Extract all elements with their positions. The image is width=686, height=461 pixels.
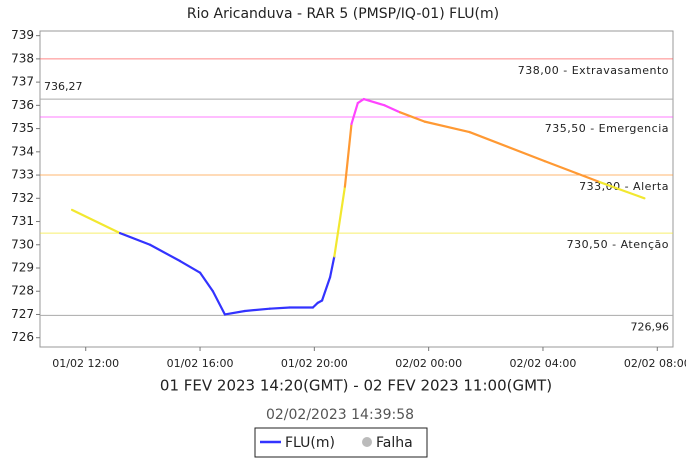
y-tick-label: 727 <box>11 307 34 321</box>
line-segment <box>178 259 202 274</box>
reference-label: 738,00 - Extravasamento <box>518 64 669 77</box>
line-segment <box>598 180 646 200</box>
legend-failure-label: Falha <box>376 435 413 451</box>
legend-failure-dot <box>362 437 372 447</box>
x-tick-label: 01/02 12:00 <box>52 357 119 370</box>
line-segment <box>398 111 426 123</box>
line-segment <box>328 255 336 279</box>
line-segment <box>70 208 122 235</box>
y-tick-label: 737 <box>11 75 34 89</box>
y-tick-label: 731 <box>11 214 34 228</box>
timestamp: 02/02/2023 14:39:58 <box>266 407 414 423</box>
line-segment <box>543 160 601 184</box>
reference-label: 730,50 - Atenção <box>567 238 669 251</box>
line-segment <box>311 301 319 309</box>
plot-area <box>39 30 674 348</box>
y-tick-label: 738 <box>11 51 34 65</box>
line-segment <box>356 97 365 105</box>
line-segment <box>423 120 471 134</box>
line-segment <box>211 290 226 316</box>
line-segment <box>320 276 332 302</box>
line-segment <box>268 306 291 310</box>
y-tick-label: 732 <box>11 191 34 205</box>
y-tick-label: 726 <box>11 330 34 344</box>
line-segment <box>118 232 152 246</box>
x-axis-label: 01 FEV 2023 14:20(GMT) - 02 FEV 2023 11:… <box>160 377 552 395</box>
y-tick-label: 736 <box>11 98 34 112</box>
legend-label: FLU(m) <box>285 435 335 451</box>
line-segment <box>362 97 386 107</box>
line-segment <box>148 243 182 263</box>
line-segment <box>223 309 247 316</box>
reference-label: 735,50 - Emergencia <box>545 122 669 135</box>
line-segment <box>383 104 402 114</box>
y-tick-label: 734 <box>11 144 34 158</box>
x-tick-label: 02/02 00:00 <box>395 357 462 370</box>
line-segment <box>198 271 214 293</box>
x-tick-label: 02/02 04:00 <box>510 357 577 370</box>
marker-label: 736,27 <box>44 80 83 93</box>
legend-box <box>254 427 428 458</box>
y-tick-label: 739 <box>11 28 34 42</box>
line-segment <box>350 101 359 126</box>
line-segment <box>468 130 546 163</box>
line-segment <box>243 307 271 313</box>
y-tick-label: 728 <box>11 284 34 298</box>
x-tick-label: 01/02 16:00 <box>167 357 234 370</box>
line-segment <box>343 122 353 188</box>
x-tick-label: 02/02 08:00 <box>624 357 686 370</box>
marker-label: 726,96 <box>631 320 670 333</box>
chart-title: Rio Aricanduva - RAR 5 (PMSP/IQ-01) FLU(… <box>187 6 499 22</box>
y-tick-label: 729 <box>11 261 34 275</box>
x-tick-label: 01/02 20:00 <box>281 357 348 370</box>
y-tick-label: 730 <box>11 237 34 251</box>
y-tick-label: 733 <box>11 168 34 182</box>
line-segment <box>333 185 347 258</box>
y-tick-label: 735 <box>11 121 34 135</box>
